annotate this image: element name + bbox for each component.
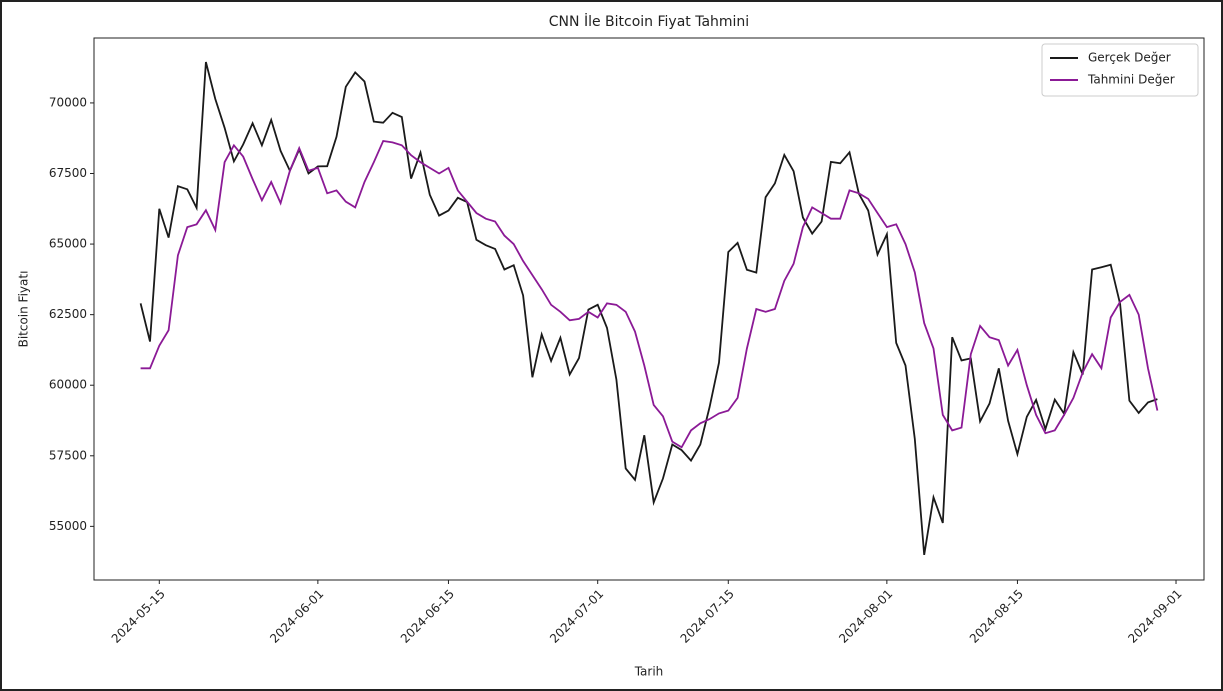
legend-label: Gerçek Değer [1088,51,1171,65]
legend-label: Tahmini Değer [1087,73,1175,87]
legend-box [1041,43,1199,97]
plot-area [93,37,1205,581]
series-line [140,140,1159,449]
y-tick-label: 67500 [49,166,87,180]
y-tick-label: 65000 [49,237,87,251]
series-line [139,61,1158,556]
x-axis-label: Tarih [634,665,664,679]
y-tick-label: 60000 [49,378,87,392]
y-tick-label: 70000 [49,95,87,109]
y-tick-label: 55000 [49,519,87,533]
y-axis-label: Bitcoin Fiyatı [17,271,31,348]
y-tick-label: 62500 [49,307,87,321]
chart-title: CNN İle Bitcoin Fiyat Tahmini [549,12,749,30]
y-tick-label: 57500 [49,448,87,462]
